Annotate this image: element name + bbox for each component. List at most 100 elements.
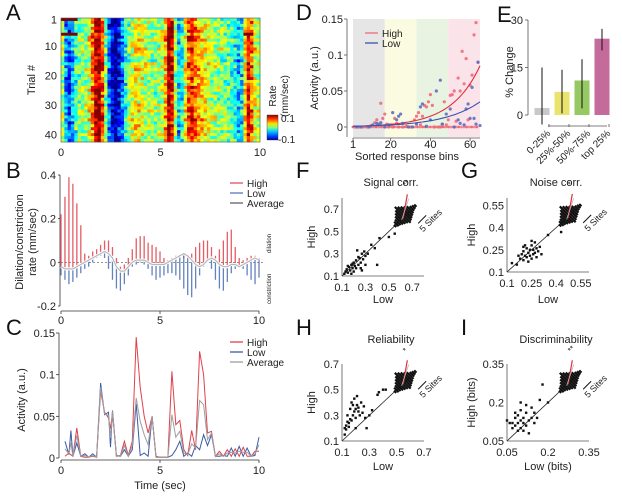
heatmap-cell [243, 59, 248, 63]
heatmap-cell [230, 41, 234, 45]
heatmap-cell [163, 127, 168, 131]
heatmap-cell [246, 100, 251, 104]
h-histogram-mean-low [401, 364, 410, 386]
heatmap-cell [127, 56, 132, 60]
heatmap-cell [203, 74, 208, 78]
d-point-high [432, 125, 436, 129]
heatmap-cell [90, 106, 95, 110]
heatmap-cell [61, 65, 65, 69]
heatmap-cell [64, 85, 69, 90]
heatmap-cell [236, 139, 241, 143]
heatmap-cell [250, 82, 254, 87]
heatmap-cell [167, 121, 171, 125]
heatmap-cell [104, 103, 108, 107]
heatmap-cell [220, 44, 224, 48]
heatmap-cell [104, 71, 108, 75]
heatmap-cell [120, 65, 125, 69]
heatmap-cell [177, 85, 181, 90]
heatmap-cell [226, 94, 231, 99]
heatmap-cell [133, 85, 138, 90]
heatmap-cell [163, 32, 168, 37]
heatmap-cell [114, 23, 118, 28]
heatmap-cell [180, 106, 185, 110]
heatmap-cell [190, 26, 195, 31]
heatmap-cell [206, 97, 211, 101]
heatmap-cell [110, 115, 115, 119]
panel-label-h: H [296, 315, 312, 340]
heatmap-cell [150, 20, 155, 25]
heatmap-cell [177, 80, 181, 84]
f-xtick-label: 0.7 [405, 282, 420, 294]
heatmap-cell [147, 38, 151, 42]
heatmap-cell [256, 103, 261, 107]
heatmap-cell [193, 71, 198, 75]
heatmap-cell [110, 50, 115, 54]
heatmap-cell [206, 26, 211, 31]
heatmap-cell [97, 85, 102, 90]
heatmap-cell [70, 121, 75, 125]
heatmap-cell [120, 130, 125, 134]
heatmap-cell [216, 71, 221, 75]
heatmap-cell [157, 29, 161, 34]
heatmap-cell [80, 41, 85, 45]
heatmap-cell [193, 47, 198, 51]
heatmap-cell [153, 35, 158, 39]
heatmap-cell [114, 112, 118, 116]
heatmap-cell [84, 94, 88, 99]
heatmap-cell [74, 32, 78, 37]
heatmap-cell [90, 29, 95, 34]
heatmap-cell [216, 44, 221, 48]
heatmap-cell [124, 20, 128, 25]
heatmap-cell [137, 118, 141, 122]
heatmap-cell [137, 103, 141, 107]
heatmap-cell [250, 103, 254, 107]
heatmap-cell [233, 136, 238, 140]
heatmap-cell [80, 97, 85, 101]
heatmap-cell [246, 77, 251, 81]
d-point-high [391, 125, 395, 129]
heatmap-cell [157, 130, 161, 134]
heatmap-cell [196, 38, 201, 42]
heatmap-cell [100, 124, 105, 128]
heatmap-cell [117, 35, 122, 39]
heatmap-cell [100, 139, 105, 143]
heatmap-cell [187, 97, 191, 101]
heatmap-cell [133, 112, 138, 116]
heatmap-cell [90, 62, 95, 66]
heatmap-cell [114, 62, 118, 66]
i-histogram-bin [562, 371, 578, 387]
heatmap-cell [206, 91, 211, 96]
heatmap-cell [220, 127, 224, 131]
heatmap-cell [240, 26, 244, 31]
heatmap-cell [173, 112, 178, 116]
heatmap-cell [124, 139, 128, 143]
heatmap-cell [74, 112, 78, 116]
heatmap-cell [107, 106, 112, 110]
heatmap-cell [74, 59, 78, 63]
heatmap-cell [114, 133, 118, 137]
heatmap-cell [133, 97, 138, 101]
heatmap-cell [87, 91, 92, 96]
heatmap-cell [104, 106, 108, 110]
heatmap-cell [233, 29, 238, 34]
heatmap-cell [70, 112, 75, 116]
heatmap-cell [157, 106, 161, 110]
heatmap-cell [124, 44, 128, 48]
heatmap-cell [90, 121, 95, 125]
g-title: Noise corr. [530, 177, 583, 189]
heatmap-cell [183, 38, 188, 42]
heatmap-cell [124, 62, 128, 66]
heatmap-cell [150, 26, 155, 31]
heatmap-cell [64, 97, 69, 101]
heatmap-cell [243, 106, 248, 110]
heatmap-cell [160, 74, 165, 78]
heatmap-cell [250, 23, 254, 28]
heatmap-cell [253, 109, 258, 113]
heatmap-cell [210, 133, 214, 137]
heatmap-cell [196, 74, 201, 78]
d-point-zero [379, 125, 383, 129]
heatmap-cell [74, 77, 78, 81]
heatmap-cell [256, 85, 261, 90]
heatmap-cell [61, 20, 65, 25]
heatmap-cell [143, 103, 148, 107]
